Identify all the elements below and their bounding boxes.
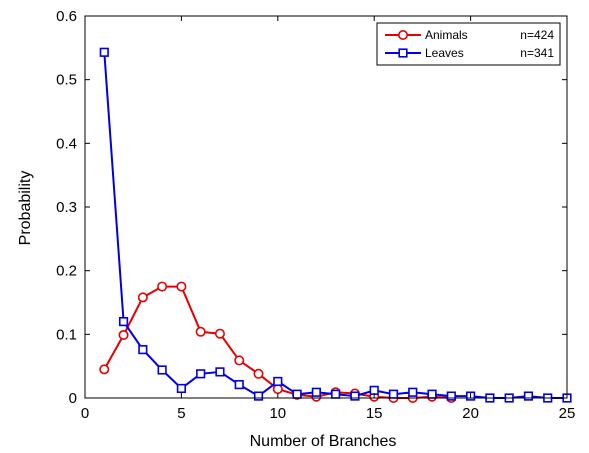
y-axis-label: Probability <box>17 171 34 246</box>
x-tick-label: 20 <box>462 405 479 422</box>
data-point-animals <box>214 328 225 339</box>
data-point-leaves <box>157 365 167 375</box>
data-point-leaves <box>234 380 244 390</box>
data-point-leaves <box>331 389 341 399</box>
data-point-leaves <box>176 383 187 394</box>
data-point-animals <box>176 281 187 292</box>
data-point-animals <box>118 329 129 340</box>
data-point-leaves <box>292 389 302 399</box>
data-point-leaves <box>446 391 456 401</box>
data-point-animals <box>253 368 264 379</box>
plot-background <box>85 16 567 398</box>
y-tick-label: 0 <box>69 390 77 407</box>
x-axis-label: Number of Branches <box>250 433 397 450</box>
legend-box <box>376 22 561 66</box>
data-point-animals <box>195 326 206 337</box>
data-point-animals <box>272 384 283 395</box>
data-point-animals <box>157 281 168 292</box>
x-tick-label: 0 <box>81 405 89 422</box>
legend-marker-leaves <box>398 48 408 58</box>
data-point-leaves <box>388 389 399 399</box>
y-tick-label: 0.4 <box>56 135 77 152</box>
data-point-animals <box>99 364 110 375</box>
y-tick-label: 0.2 <box>56 263 77 280</box>
legend-count-animals: n=424 <box>520 28 554 42</box>
legend-marker-animals <box>397 29 408 40</box>
data-point-leaves <box>215 367 225 377</box>
data-point-leaves <box>118 316 129 327</box>
data-point-leaves <box>273 376 283 387</box>
data-point-animals <box>137 292 148 303</box>
x-tick-label: 5 <box>177 405 185 422</box>
data-point-leaves <box>523 391 534 401</box>
legend-count-leaves: n=341 <box>520 46 554 60</box>
data-point-leaves <box>427 389 437 399</box>
x-tick-label: 25 <box>559 405 576 422</box>
data-point-leaves <box>311 387 321 397</box>
legend: Animals n=424 Leaves n=341 <box>376 22 561 66</box>
y-tick-label: 0.3 <box>56 199 77 216</box>
legend-label-leaves: Leaves <box>425 46 464 60</box>
axes-layer: 0 5 10 15 20 25 0 0.1 0.2 0.3 0.4 0.5 0.6 <box>56 8 575 422</box>
y-tick-label: 0.1 <box>56 326 77 343</box>
plot-area <box>85 16 567 398</box>
x-tick-label: 15 <box>366 405 383 422</box>
y-tick-label: 0.5 <box>56 72 77 89</box>
data-point-leaves <box>408 387 418 397</box>
data-point-leaves <box>253 391 264 401</box>
x-tick-label: 10 <box>269 405 286 422</box>
data-point-leaves <box>138 345 148 355</box>
data-point-leaves <box>196 369 206 379</box>
data-point-leaves <box>350 391 360 401</box>
data-point-animals <box>234 355 245 366</box>
y-tick-label: 0.6 <box>56 8 77 25</box>
legend-label-animals: Animals <box>425 28 468 42</box>
data-point-leaves <box>99 47 109 57</box>
series-layer <box>99 47 572 403</box>
